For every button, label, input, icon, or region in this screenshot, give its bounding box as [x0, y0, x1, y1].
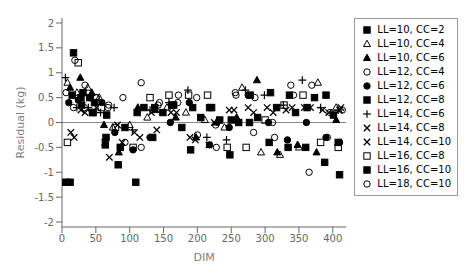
svg-text:0.5: 0.5 — [38, 92, 54, 103]
svg-text:300: 300 — [256, 233, 275, 244]
html-text:LL=18, CC=10: LL=18, CC=10 — [377, 178, 451, 189]
html-text:LL=16, CC=8: LL=16, CC=8 — [377, 150, 445, 161]
html-text:LL=14, CC=10: LL=14, CC=10 — [377, 136, 451, 147]
svg-text:0: 0 — [48, 117, 54, 128]
svg-text:250: 250 — [222, 233, 241, 244]
html-text:LL=10, CC=6: LL=10, CC=6 — [377, 52, 445, 63]
svg-text:350: 350 — [289, 233, 308, 244]
svg-text:1.5: 1.5 — [38, 42, 54, 53]
svg-text:0: 0 — [59, 233, 65, 244]
svg-text:150: 150 — [154, 233, 173, 244]
svg-text:-2: -2 — [44, 217, 54, 228]
svg-text:DIM: DIM — [194, 251, 215, 264]
svg-text:-1: -1 — [44, 167, 54, 178]
html-text:LL=14, CC=8: LL=14, CC=8 — [377, 122, 445, 133]
svg-text:100: 100 — [120, 233, 139, 244]
html-text:LL=12, CC=8: LL=12, CC=8 — [377, 94, 445, 105]
svg-text:50: 50 — [89, 233, 102, 244]
html-text:LL=10, CC=2: LL=10, CC=2 — [377, 24, 445, 35]
svg-text:-1.5: -1.5 — [34, 192, 54, 203]
svg-text:400: 400 — [323, 233, 342, 244]
html-text:LL=12, CC=6: LL=12, CC=6 — [377, 80, 445, 91]
svg-text:200: 200 — [188, 233, 207, 244]
svg-text:1: 1 — [48, 67, 54, 78]
svg-text:2: 2 — [48, 18, 54, 29]
html-text:LL=14, CC=6: LL=14, CC=6 — [377, 108, 445, 119]
html-text:LL=16, CC=10: LL=16, CC=10 — [377, 164, 451, 175]
svg-text:Residual (kg): Residual (kg) — [14, 87, 27, 159]
html-text:LL=10, CC=4: LL=10, CC=4 — [377, 38, 445, 49]
svg-text:-0.5: -0.5 — [34, 142, 54, 153]
html-text:LL=12, CC=4: LL=12, CC=4 — [377, 66, 445, 77]
